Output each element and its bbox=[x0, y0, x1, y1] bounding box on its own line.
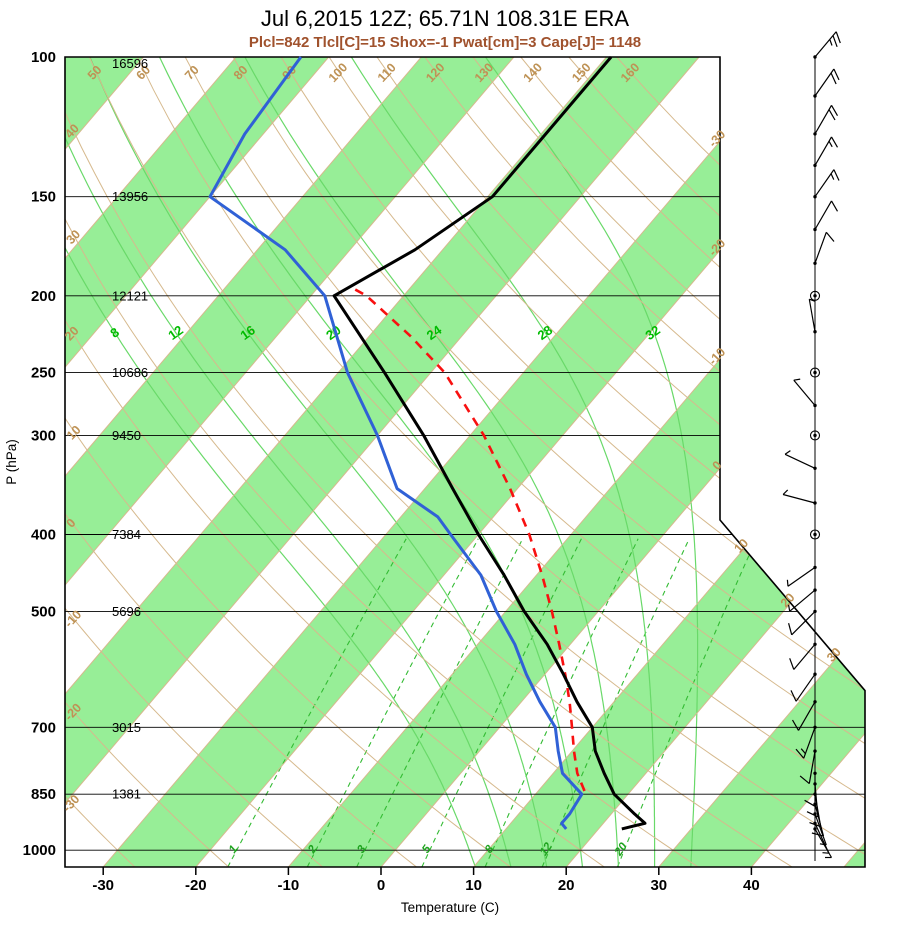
svg-text:1000: 1000 bbox=[23, 842, 56, 859]
svg-text:70: 70 bbox=[182, 63, 202, 83]
temperature-curve bbox=[332, 56, 647, 831]
dewpoint-curve bbox=[208, 56, 584, 830]
svg-text:-30: -30 bbox=[706, 127, 729, 150]
wind-barbs bbox=[782, 31, 841, 861]
svg-text:9450: 9450 bbox=[112, 428, 141, 443]
svg-text:12: 12 bbox=[165, 322, 185, 343]
svg-text:16: 16 bbox=[237, 322, 257, 343]
svg-text:140: 140 bbox=[521, 60, 545, 85]
svg-text:-20: -20 bbox=[185, 877, 207, 894]
green-stripes bbox=[65, 57, 865, 867]
svg-text:13956: 13956 bbox=[112, 189, 148, 204]
svg-text:150: 150 bbox=[31, 189, 56, 206]
svg-text:16596: 16596 bbox=[112, 56, 148, 71]
svg-text:30: 30 bbox=[650, 877, 667, 894]
svg-text:400: 400 bbox=[31, 527, 56, 544]
svg-text:200: 200 bbox=[31, 288, 56, 305]
svg-text:-10: -10 bbox=[278, 877, 300, 894]
svg-text:20: 20 bbox=[612, 840, 630, 859]
x-axis: -30 -20 -10 0 10 20 30 40 Temperature (C) bbox=[92, 867, 760, 915]
chart-subtitle: Plcl=842 Tlcl[C]=15 Shox=-1 Pwat[cm]=3 C… bbox=[248, 34, 642, 51]
svg-text:20: 20 bbox=[558, 877, 575, 894]
svg-text:-10: -10 bbox=[706, 345, 729, 368]
svg-text:12121: 12121 bbox=[112, 288, 148, 303]
plot-border bbox=[64, 56, 866, 868]
svg-text:700: 700 bbox=[31, 719, 56, 736]
x-axis-label: Temperature (C) bbox=[401, 900, 499, 915]
svg-text:-30: -30 bbox=[92, 877, 114, 894]
pressure-labels: 100 150 200 250 300 400 500 700 850 1000 bbox=[23, 49, 56, 859]
svg-text:500: 500 bbox=[31, 603, 56, 620]
svg-text:40: 40 bbox=[743, 877, 760, 894]
svg-text:0: 0 bbox=[377, 877, 385, 894]
svg-text:300: 300 bbox=[31, 427, 56, 444]
svg-text:28: 28 bbox=[535, 322, 555, 343]
parcel-curve bbox=[353, 287, 586, 792]
svg-text:3015: 3015 bbox=[112, 720, 141, 735]
svg-text:8: 8 bbox=[107, 324, 122, 340]
svg-text:7384: 7384 bbox=[112, 527, 141, 542]
svg-text:1381: 1381 bbox=[112, 787, 141, 802]
svg-text:1: 1 bbox=[227, 843, 241, 855]
svg-text:5: 5 bbox=[420, 843, 434, 856]
chart-title: Jul 6,2015 12Z; 65.71N 108.31E ERA bbox=[260, 6, 630, 31]
svg-text:100: 100 bbox=[326, 60, 350, 85]
mixing-ratio-lines bbox=[227, 538, 757, 867]
svg-text:10: 10 bbox=[465, 877, 482, 894]
svg-text:250: 250 bbox=[31, 365, 56, 382]
chart-header: Jul 6,2015 12Z; 65.71N 108.31E ERA Plcl=… bbox=[0, 0, 890, 51]
svg-text:100: 100 bbox=[31, 49, 56, 66]
svg-text:110: 110 bbox=[375, 60, 399, 84]
height-labels: 16596 13956 12121 10686 9450 7384 5696 3015 1381 bbox=[112, 56, 148, 802]
svg-text:5696: 5696 bbox=[112, 604, 141, 619]
moist-adiabat-labels: 8 12 16 20 24 28 32 bbox=[107, 322, 663, 343]
svg-text:10686: 10686 bbox=[112, 365, 148, 380]
svg-text:10: 10 bbox=[64, 423, 84, 443]
svg-text:850: 850 bbox=[31, 786, 56, 803]
svg-text:32: 32 bbox=[642, 322, 662, 343]
y-axis-label: P (hPa) bbox=[4, 439, 19, 485]
